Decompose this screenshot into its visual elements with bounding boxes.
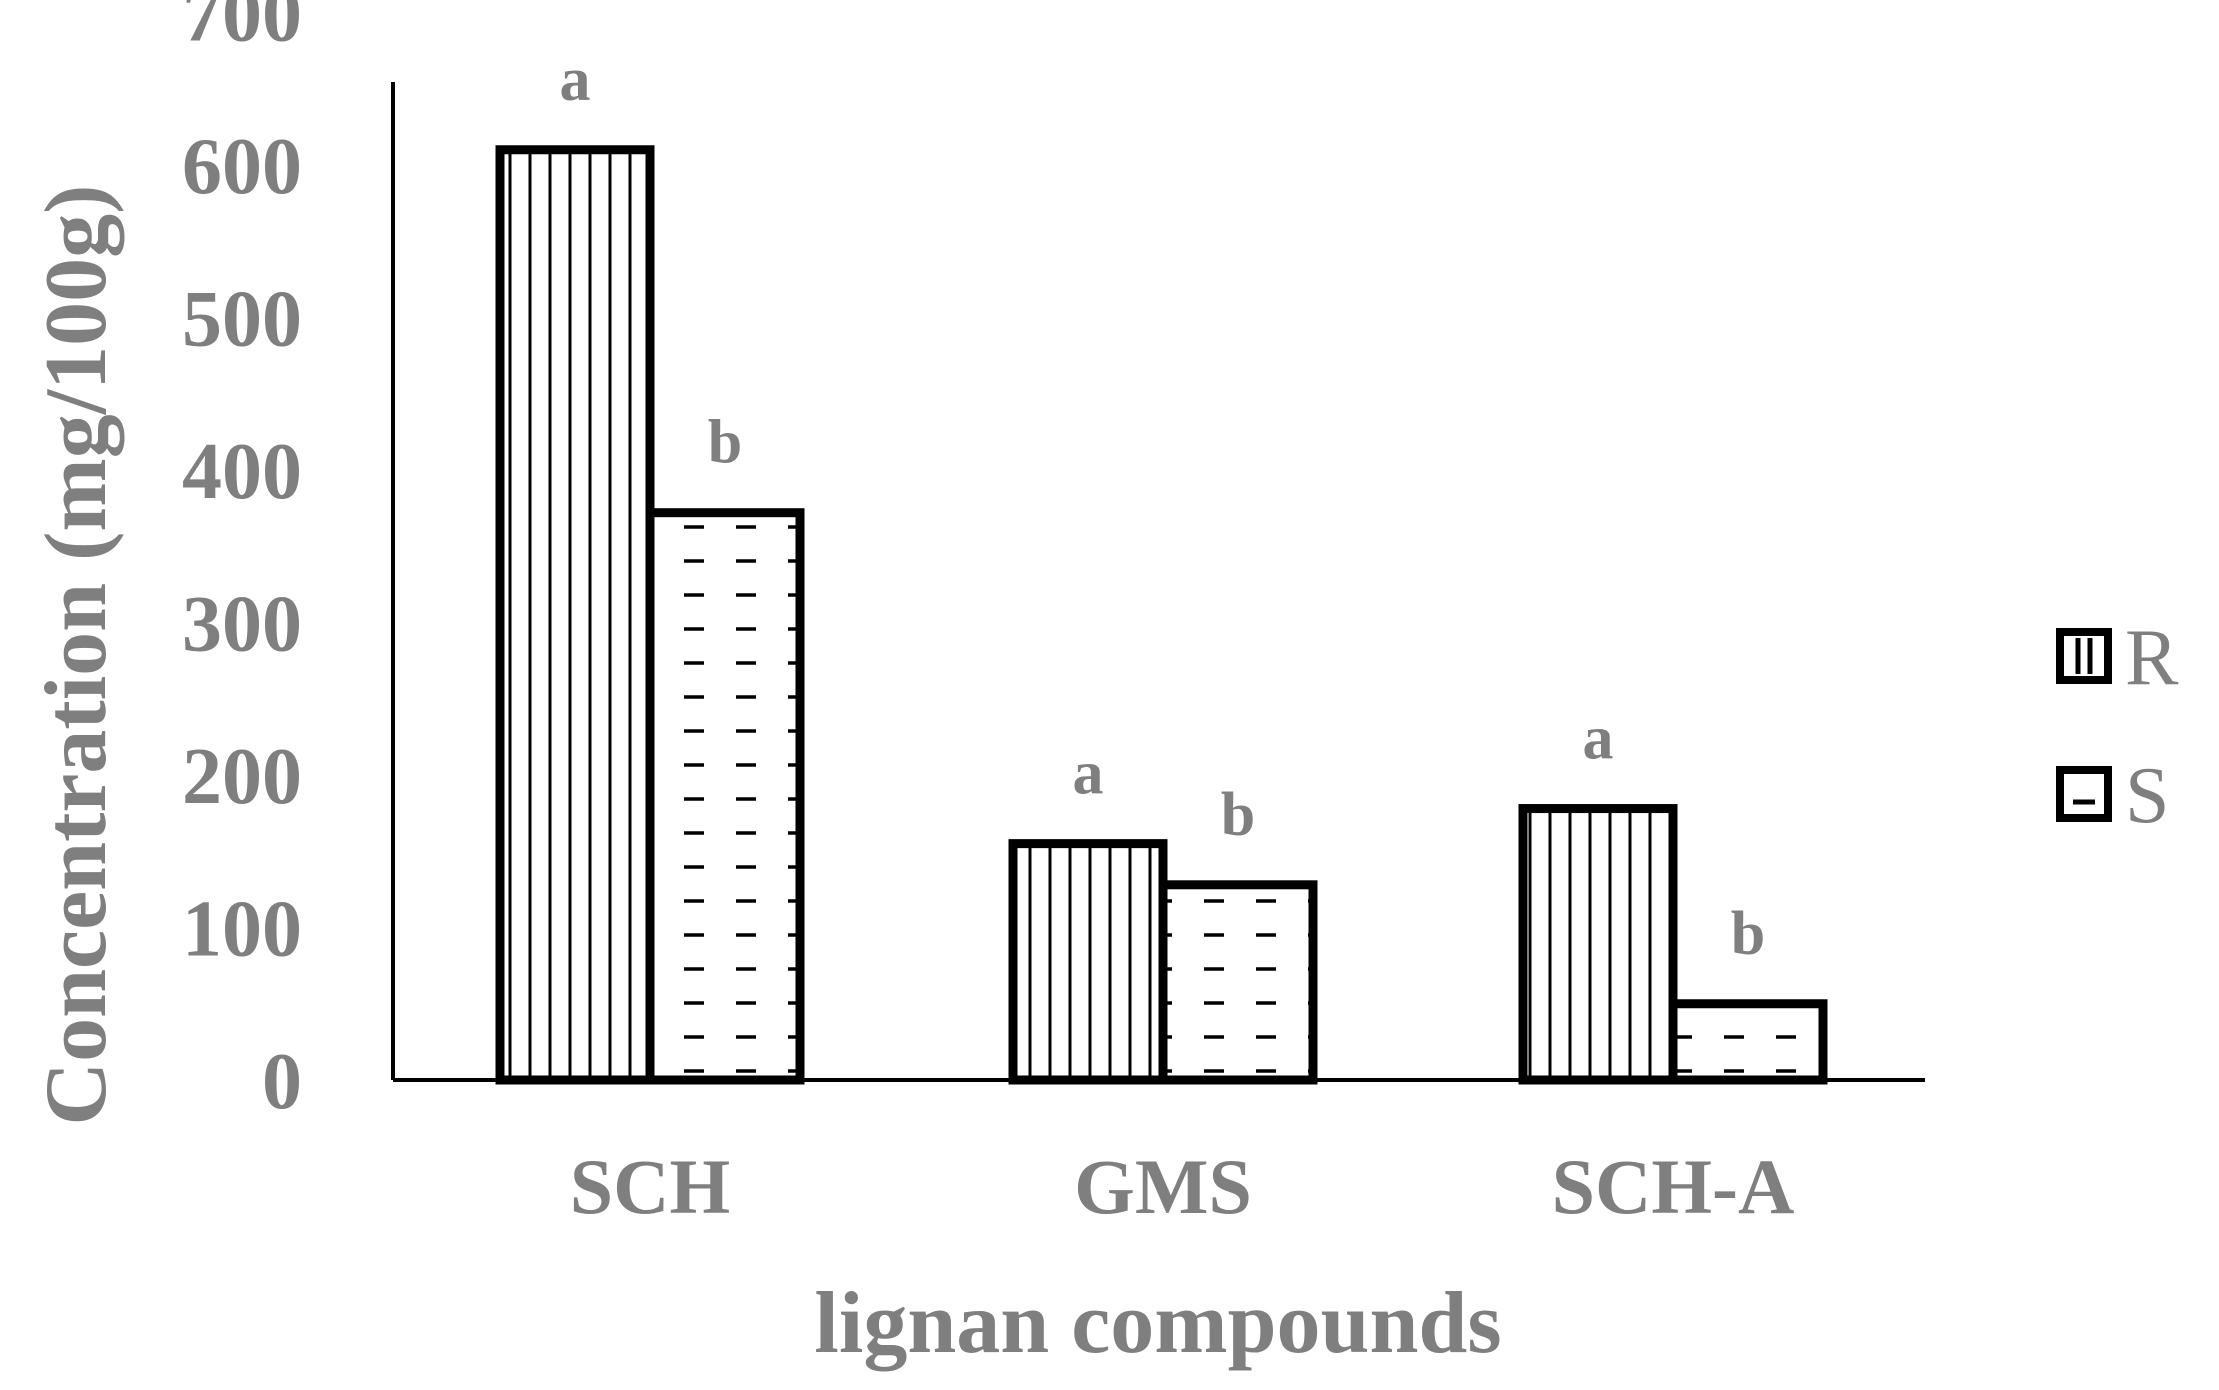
x-tick-label: SCH-A xyxy=(1552,1143,1795,1230)
y-tick-label: 500 xyxy=(182,276,302,364)
bar-s-sch-a xyxy=(1668,999,1828,1085)
y-tick-label: 100 xyxy=(182,886,302,974)
legend-item-r: R xyxy=(2056,614,2179,702)
significance-label: b xyxy=(1731,900,1765,968)
y-axis: 0 100 200 300 400 500 600 700 xyxy=(182,0,395,1126)
significance-label: b xyxy=(708,409,742,477)
bars xyxy=(495,145,1828,1085)
y-tick-label: 200 xyxy=(182,733,302,821)
significance-label: a xyxy=(560,46,591,114)
significance-labels: a b a b a b xyxy=(560,46,1766,968)
y-tick-label: 0 xyxy=(262,1038,302,1126)
bar-s-gms xyxy=(1158,880,1318,1085)
x-tick-label: SCH xyxy=(570,1143,730,1230)
y-tick-label: 300 xyxy=(182,581,302,669)
bar-r-gms xyxy=(1008,839,1168,1085)
legend-swatch xyxy=(2056,766,2112,822)
bar-s-sch xyxy=(645,508,805,1085)
y-tick-label: 600 xyxy=(182,123,302,211)
significance-label: a xyxy=(1073,740,1104,808)
significance-label: b xyxy=(1221,781,1255,849)
y-tick-label: 400 xyxy=(182,428,302,516)
significance-label: a xyxy=(1583,705,1614,773)
legend-swatch xyxy=(2056,628,2112,684)
bar-r-sch xyxy=(495,145,655,1085)
y-tick-label: 700 xyxy=(182,0,302,59)
legend: RS xyxy=(2056,614,2179,840)
bar-r-sch-a xyxy=(1518,804,1678,1085)
legend-item-s: S xyxy=(2056,752,2170,840)
legend-label: S xyxy=(2125,752,2170,840)
x-tick-label: GMS xyxy=(1074,1143,1252,1230)
x-axis-title: lignan compounds xyxy=(814,1275,1501,1372)
y-axis-title: Concentration (mg/100g) xyxy=(28,185,125,1126)
legend-label: R xyxy=(2125,614,2179,702)
x-axis: SCH GMS SCH-A xyxy=(393,1078,1925,1230)
